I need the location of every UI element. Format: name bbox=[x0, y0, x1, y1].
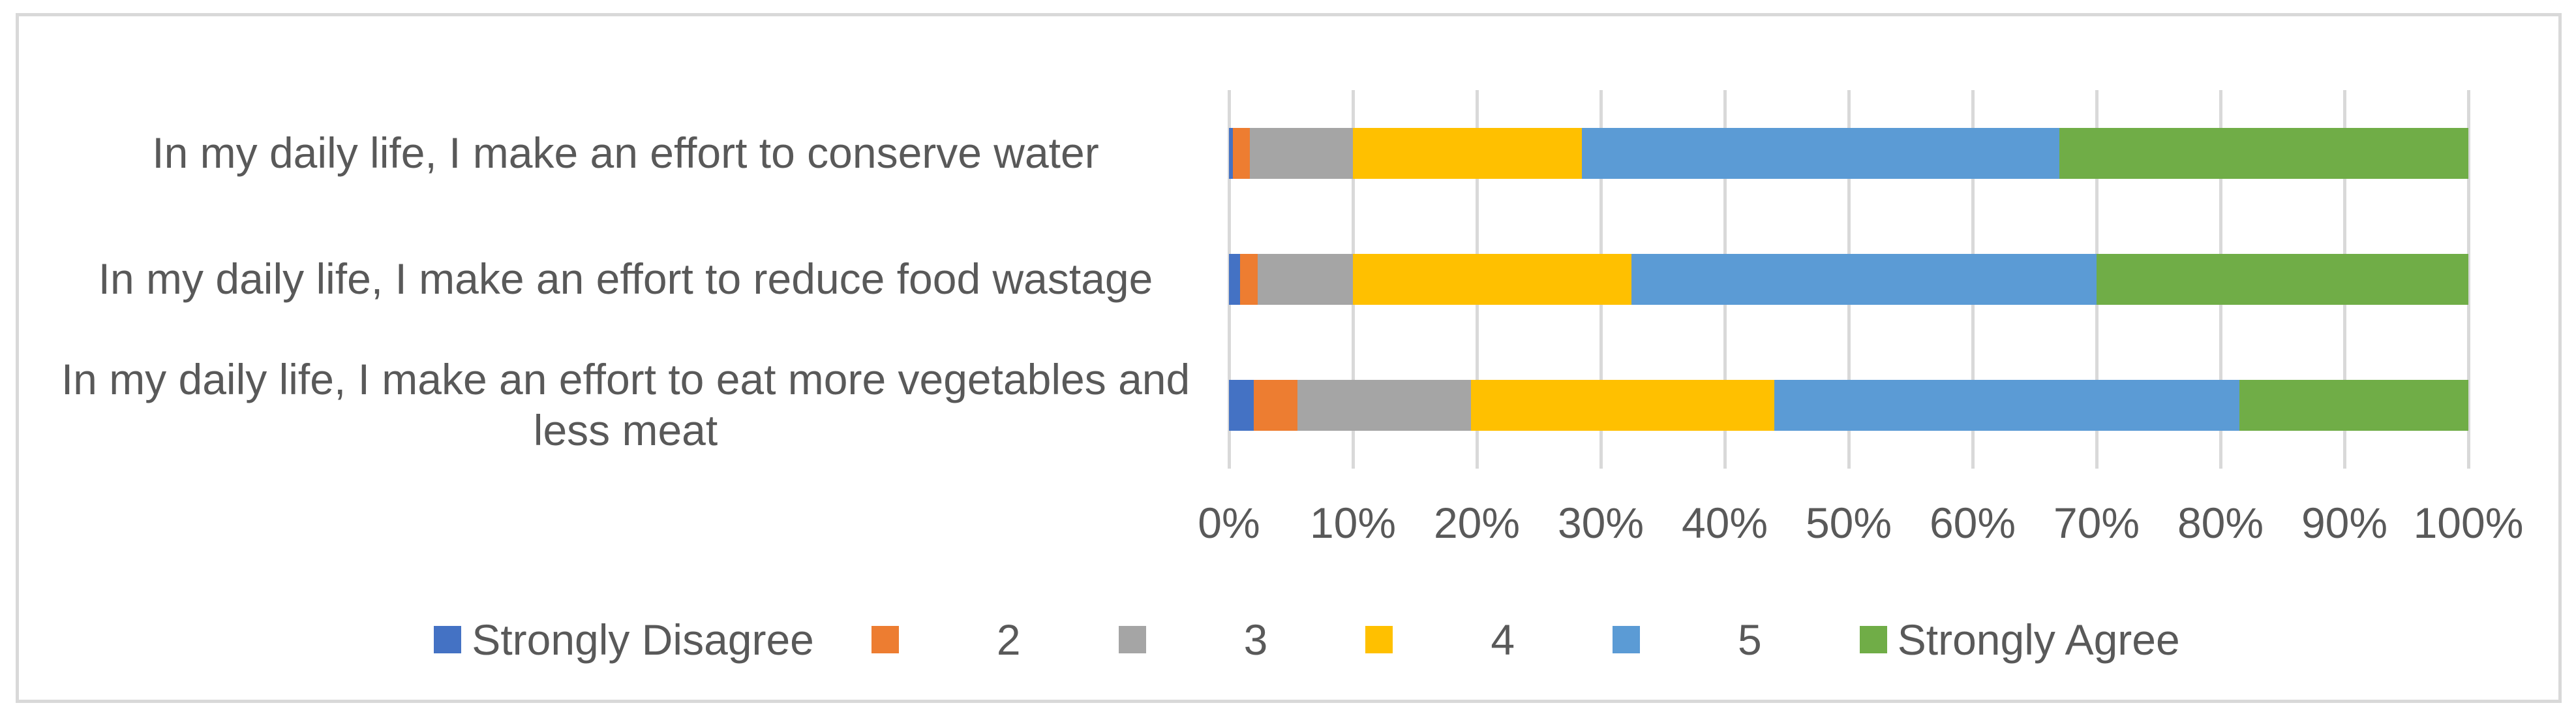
bar-segment-strongly-disagree bbox=[1229, 127, 1233, 179]
legend-swatch-4 bbox=[1365, 626, 1393, 653]
bar-segment-4 bbox=[1352, 254, 1632, 305]
legend-swatch-strongly-disagree bbox=[434, 626, 462, 653]
bar-segment-strongly-agree bbox=[2059, 127, 2468, 179]
bar-segment-strongly-agree bbox=[2096, 254, 2468, 305]
bar-segment-2 bbox=[1232, 127, 1250, 179]
legend-item-4: 4 bbox=[1365, 615, 1555, 664]
x-tick-label-10%: 10% bbox=[1309, 498, 1397, 547]
legend-label: 3 bbox=[1243, 615, 1268, 664]
legend-item-strongly-agree: Strongly Agree bbox=[1859, 615, 2180, 664]
bar-segment-5 bbox=[1631, 254, 2097, 305]
bar-segment-3 bbox=[1297, 380, 1471, 431]
legend-item-2: 2 bbox=[871, 615, 1061, 664]
gridline-100% bbox=[2467, 90, 2470, 469]
legend-item-3: 3 bbox=[1118, 615, 1309, 664]
legend-label: 4 bbox=[1491, 615, 1515, 664]
chart-frame: In my daily life, I make an effort to co… bbox=[16, 13, 2562, 703]
legend-label: 2 bbox=[996, 615, 1021, 664]
x-tick-label-80%: 80% bbox=[2177, 498, 2264, 547]
bar-segment-2 bbox=[1240, 254, 1258, 305]
legend-item-strongly-disagree: Strongly Disagree bbox=[434, 615, 814, 664]
x-tick-label-60%: 60% bbox=[1929, 498, 2016, 547]
x-tick-label-0%: 0% bbox=[1198, 498, 1260, 547]
x-tick-label-100%: 100% bbox=[2413, 498, 2524, 547]
x-tick-label-50%: 50% bbox=[1805, 498, 1892, 547]
x-tick-label-30%: 30% bbox=[1557, 498, 1644, 547]
legend-swatch-2 bbox=[871, 626, 899, 653]
bar-segment-5 bbox=[1774, 380, 2239, 431]
legend-item-5: 5 bbox=[1613, 615, 1802, 664]
legend-swatch-5 bbox=[1613, 626, 1641, 653]
category-label-2: In my daily life, I make an effort to ea… bbox=[61, 355, 1190, 455]
legend-label: Strongly Disagree bbox=[472, 615, 814, 664]
bar-segment-2 bbox=[1254, 380, 1297, 431]
category-label-1: In my daily life, I make an effort to re… bbox=[98, 255, 1153, 304]
x-tick-label-40%: 40% bbox=[1681, 498, 1768, 547]
legend-swatch-strongly-agree bbox=[1859, 626, 1887, 653]
bar-segment-strongly-agree bbox=[2239, 380, 2468, 431]
x-tick-label-70%: 70% bbox=[2053, 498, 2140, 547]
bar-row-0 bbox=[1229, 127, 2468, 179]
bar-segment-strongly-disagree bbox=[1229, 254, 1241, 305]
legend-swatch-3 bbox=[1118, 626, 1146, 653]
bar-row-2 bbox=[1229, 380, 2468, 431]
bar-segment-3 bbox=[1250, 127, 1353, 179]
bar-segment-3 bbox=[1257, 254, 1353, 305]
bar-segment-4 bbox=[1352, 127, 1583, 179]
legend-label: Strongly Agree bbox=[1897, 615, 2180, 664]
bar-segment-5 bbox=[1582, 127, 2059, 179]
x-tick-label-20%: 20% bbox=[1433, 498, 1521, 547]
bar-segment-4 bbox=[1470, 380, 1774, 431]
plot-area bbox=[1228, 90, 2470, 469]
legend: Strongly Disagree 2 3 4 5 Strongly Agree bbox=[38, 604, 2576, 676]
bar-row-1 bbox=[1229, 254, 2468, 305]
bar-segment-strongly-disagree bbox=[1229, 380, 1254, 431]
legend-label: 5 bbox=[1738, 615, 1762, 664]
category-label-0: In my daily life, I make an effort to co… bbox=[152, 128, 1099, 177]
x-tick-label-90%: 90% bbox=[2301, 498, 2388, 547]
